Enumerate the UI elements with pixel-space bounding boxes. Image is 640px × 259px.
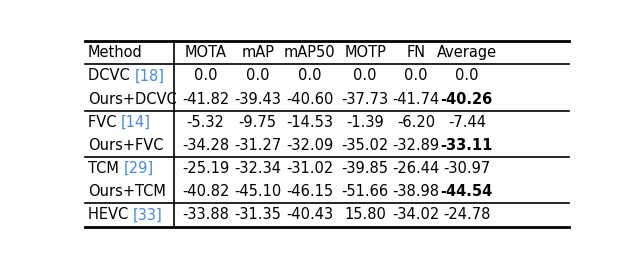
Text: [33]: [33] [132, 207, 163, 222]
Text: -40.60: -40.60 [286, 91, 333, 106]
Text: -33.88: -33.88 [182, 207, 229, 222]
Text: -41.82: -41.82 [182, 91, 229, 106]
Text: -14.53: -14.53 [286, 115, 333, 130]
Text: MOTA: MOTA [185, 45, 227, 60]
Text: -40.82: -40.82 [182, 184, 229, 199]
Text: -5.32: -5.32 [187, 115, 225, 130]
Text: MOTP: MOTP [344, 45, 386, 60]
Text: 0.0: 0.0 [246, 68, 269, 83]
Text: -7.44: -7.44 [448, 115, 486, 130]
Text: -51.66: -51.66 [342, 184, 388, 199]
Text: -34.28: -34.28 [182, 138, 229, 153]
Text: 0.0: 0.0 [455, 68, 479, 83]
Text: -37.73: -37.73 [342, 91, 388, 106]
Text: -39.43: -39.43 [234, 91, 281, 106]
Text: -32.34: -32.34 [234, 161, 281, 176]
Text: -44.54: -44.54 [441, 184, 493, 199]
Text: -34.02: -34.02 [392, 207, 440, 222]
Text: Average: Average [436, 45, 497, 60]
Text: -26.44: -26.44 [392, 161, 440, 176]
Text: -31.02: -31.02 [286, 161, 333, 176]
Text: -32.89: -32.89 [392, 138, 440, 153]
Text: -32.09: -32.09 [286, 138, 333, 153]
Text: TCM: TCM [88, 161, 124, 176]
Text: [14]: [14] [121, 115, 151, 130]
Text: -45.10: -45.10 [234, 184, 281, 199]
Text: -1.39: -1.39 [346, 115, 384, 130]
Text: 0.0: 0.0 [194, 68, 218, 83]
Text: -9.75: -9.75 [239, 115, 276, 130]
Text: [18]: [18] [134, 68, 164, 83]
Text: -40.26: -40.26 [441, 91, 493, 106]
Text: HEVC: HEVC [88, 207, 132, 222]
Text: -39.85: -39.85 [342, 161, 388, 176]
Text: -24.78: -24.78 [443, 207, 490, 222]
Text: -35.02: -35.02 [342, 138, 389, 153]
Text: Ours+DCVC: Ours+DCVC [88, 91, 177, 106]
Text: -41.74: -41.74 [392, 91, 440, 106]
Text: DCVC: DCVC [88, 68, 134, 83]
Text: mAP50: mAP50 [284, 45, 335, 60]
Text: 0.0: 0.0 [404, 68, 428, 83]
Text: Method: Method [88, 45, 143, 60]
Text: 15.80: 15.80 [344, 207, 386, 222]
Text: [29]: [29] [124, 161, 154, 176]
Text: 0.0: 0.0 [353, 68, 377, 83]
Text: FN: FN [406, 45, 426, 60]
Text: -31.27: -31.27 [234, 138, 281, 153]
Text: -33.11: -33.11 [440, 138, 493, 153]
Text: -40.43: -40.43 [286, 207, 333, 222]
Text: -6.20: -6.20 [397, 115, 435, 130]
Text: -46.15: -46.15 [286, 184, 333, 199]
Text: Ours+TCM: Ours+TCM [88, 184, 166, 199]
Text: -38.98: -38.98 [392, 184, 440, 199]
Text: -25.19: -25.19 [182, 161, 229, 176]
Text: mAP: mAP [241, 45, 274, 60]
Text: -30.97: -30.97 [443, 161, 490, 176]
Text: Ours+FVC: Ours+FVC [88, 138, 163, 153]
Text: FVC: FVC [88, 115, 121, 130]
Text: 0.0: 0.0 [298, 68, 321, 83]
Text: -31.35: -31.35 [234, 207, 281, 222]
